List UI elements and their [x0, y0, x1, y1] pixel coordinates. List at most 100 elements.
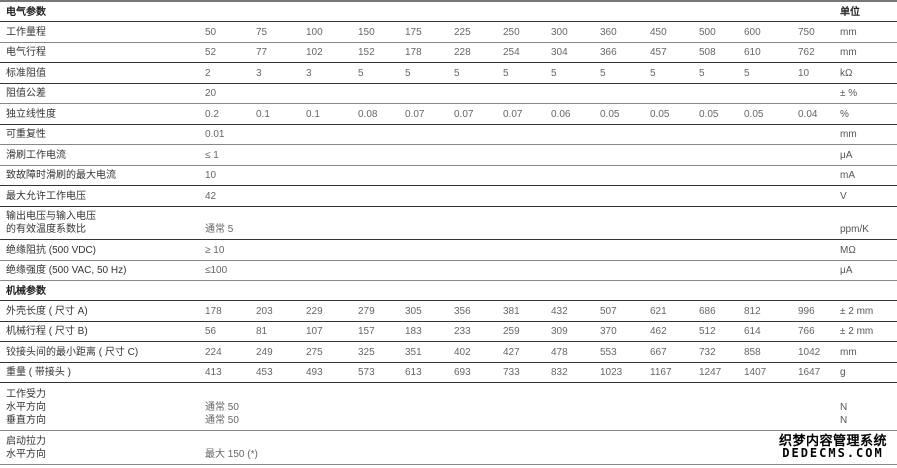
- row-value: 325: [358, 346, 375, 358]
- row-value: 225: [454, 26, 471, 38]
- row-value: 996: [798, 305, 815, 317]
- row-value: 0.07: [454, 108, 474, 120]
- table-row: 绝缘强度 (500 VAC, 50 Hz) ≤100 μA: [0, 261, 897, 281]
- row-value: 5: [699, 67, 705, 79]
- row-value: 228: [454, 47, 471, 58]
- row-label: 标准阻值: [6, 67, 46, 79]
- section-header-row: 电气参数 单位: [0, 2, 897, 22]
- row-value: 500: [699, 26, 716, 38]
- table-row: 致故障时滑刷的最大电流 10 mA: [0, 166, 897, 186]
- row-value: 3: [306, 67, 312, 79]
- row-value: 5: [551, 67, 557, 79]
- row-value: 1042: [798, 346, 821, 358]
- row-value: 0.04: [798, 108, 818, 120]
- row-value: 175: [405, 26, 422, 38]
- row-value: 5: [650, 67, 656, 79]
- row-value: 381: [503, 305, 520, 317]
- table-row: 标准阻值 2 3 3 5 5 5 5 5 5 5 5 5 10 kΩ: [0, 63, 897, 84]
- row-value: 732: [699, 346, 716, 358]
- row-value: 613: [405, 367, 422, 378]
- table-row: 工作受力 水平方向 垂直方向 通常 50 通常 50 N N: [0, 383, 897, 431]
- unit-header: 单位: [840, 7, 860, 18]
- row-value: 1247: [699, 367, 722, 378]
- table-row: 外壳长度 ( 尺寸 A) 178 203 229 279 305 356 381 432 507 6…: [0, 301, 897, 322]
- row-label: 水平方向: [6, 402, 46, 413]
- table-row: 铰接头间的最小距离 ( 尺寸 C) 224 249 275 325 351 402 427 47…: [0, 342, 897, 363]
- row-label: 工作量程: [6, 26, 46, 38]
- row-value: 5: [503, 67, 509, 79]
- row-value: 450: [650, 26, 667, 38]
- row-value: 259: [503, 326, 520, 337]
- row-label: 的有效温度系数比: [6, 224, 86, 235]
- row-unit: mA: [840, 170, 855, 181]
- row-value: 42: [205, 190, 217, 202]
- row-value: 254: [503, 47, 520, 58]
- row-value: 5: [358, 67, 364, 79]
- row-value: 0.06: [551, 108, 571, 120]
- row-label: 启动拉力: [6, 436, 46, 447]
- row-value: 178: [205, 305, 222, 317]
- row-value: 309: [551, 326, 568, 337]
- row-value: 107: [306, 326, 323, 337]
- row-value: 100: [306, 26, 323, 38]
- row-value: 766: [798, 326, 815, 337]
- row-value: 610: [744, 47, 761, 58]
- row-value: 通常 50: [205, 415, 239, 426]
- row-unit: μA: [840, 149, 853, 161]
- row-unit: V: [840, 190, 847, 202]
- row-value: 733: [503, 367, 520, 378]
- row-value: 0.05: [650, 108, 670, 120]
- row-value: 279: [358, 305, 375, 317]
- table-row: 电气行程 52 77 102 152 178 228 254 304 366 457 508 610 76…: [0, 43, 897, 63]
- table-row: 启动拉力 水平方向 最大 150 (*): [0, 431, 897, 465]
- row-value: 0.1: [306, 108, 320, 120]
- row-value: 478: [551, 346, 568, 358]
- row-value: 812: [744, 305, 761, 317]
- row-value: 233: [454, 326, 471, 337]
- row-value: 667: [650, 346, 667, 358]
- table-row: 可重复性 0.01 mm: [0, 125, 897, 145]
- row-label: 致故障时滑刷的最大电流: [6, 170, 116, 181]
- row-label: 机械行程 ( 尺寸 B): [6, 326, 88, 337]
- row-unit: ± %: [840, 88, 858, 99]
- section-title: 电气参数: [6, 7, 46, 18]
- row-value: 10: [205, 170, 217, 181]
- row-value: 150: [358, 26, 375, 38]
- row-value: 最大 150 (*): [205, 449, 258, 460]
- row-value: 52: [205, 47, 217, 58]
- table-row: 工作量程 50 75 100 150 175 225 250 300 360 450 500 600 75…: [0, 22, 897, 43]
- row-label: 垂直方向: [6, 415, 46, 426]
- row-value: 0.2: [205, 108, 219, 120]
- row-value: 858: [744, 346, 761, 358]
- row-value: 762: [798, 47, 815, 58]
- row-value: 5: [600, 67, 606, 79]
- row-value: 305: [405, 305, 422, 317]
- watermark-en: DEDECMS.COM: [782, 446, 884, 460]
- row-unit: mm: [840, 26, 857, 38]
- row-value: 102: [306, 47, 323, 58]
- row-value: 1407: [744, 367, 767, 378]
- row-value: 693: [454, 367, 471, 378]
- row-value: 512: [699, 326, 716, 337]
- row-value: 0.08: [358, 108, 378, 120]
- row-value: 20: [205, 88, 217, 99]
- row-value: 351: [405, 346, 422, 358]
- row-value: 157: [358, 326, 375, 337]
- row-value: 432: [551, 305, 568, 317]
- row-value: 462: [650, 326, 667, 337]
- row-value: 275: [306, 346, 323, 358]
- row-value: 75: [256, 26, 268, 38]
- row-value: 1167: [650, 367, 672, 378]
- row-unit: ppm/K: [840, 224, 869, 235]
- row-value: 600: [744, 26, 761, 38]
- table-row: 重量 ( 带接头 ) 413 453 493 573 613 693 733 832 1023 11…: [0, 363, 897, 383]
- row-value: 832: [551, 367, 568, 378]
- row-label: 最大允许工作电压: [6, 190, 86, 202]
- row-value: 2: [205, 67, 211, 79]
- row-unit: N: [840, 415, 848, 426]
- row-value: 621: [650, 305, 667, 317]
- row-value: 507: [600, 305, 617, 317]
- row-value: 通常 5: [205, 224, 234, 235]
- row-value: ≥ 10: [205, 244, 225, 256]
- row-value: 493: [306, 367, 323, 378]
